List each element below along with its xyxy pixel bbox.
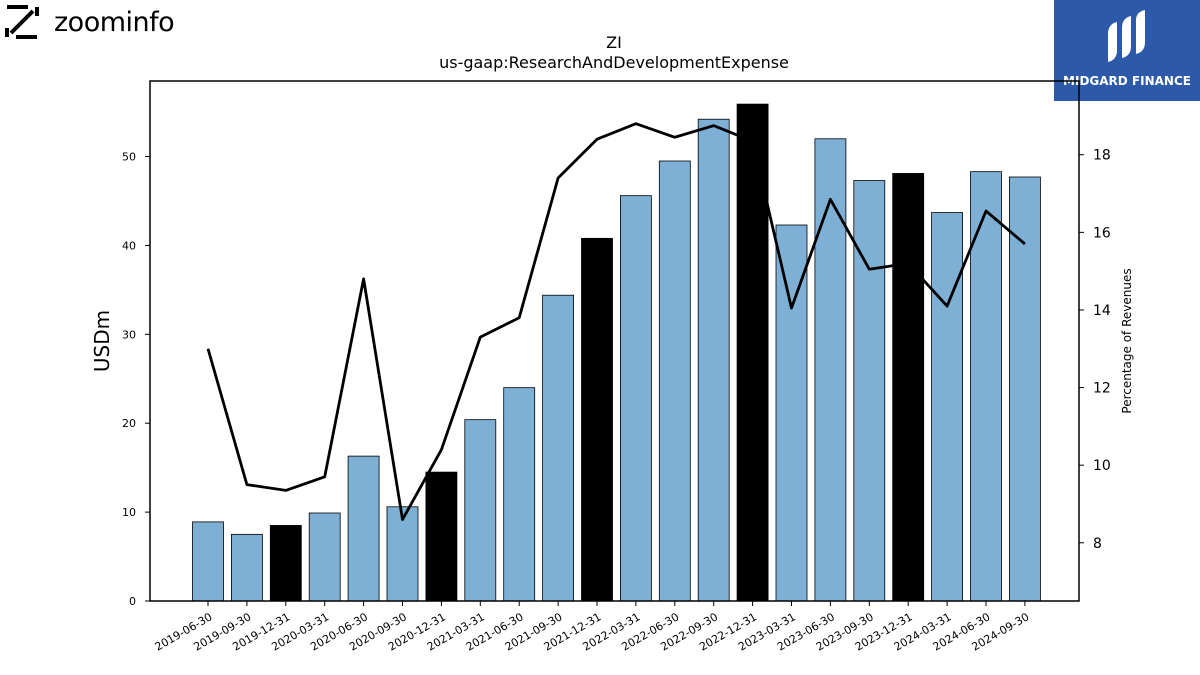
bar [697, 118, 730, 602]
bar [386, 506, 419, 602]
zoominfo-logo: zoominfo [4, 3, 175, 41]
bar [503, 387, 536, 602]
bar [814, 138, 847, 602]
bar [620, 195, 652, 602]
bar [581, 237, 613, 602]
series-line [206, 122, 1026, 521]
y2-tick-label: 12 [1093, 381, 1111, 397]
y2-axis-ticks: 8 10 12 14 16 18 [1079, 148, 1111, 552]
y2-tick-label: 14 [1093, 303, 1111, 319]
bar [1009, 176, 1041, 602]
bar [230, 533, 263, 602]
midgard-emblem-icon [1108, 10, 1145, 62]
bar [192, 521, 224, 602]
bar [464, 419, 497, 602]
y-axis-label: USDm [90, 310, 114, 372]
y2-tick-label: 16 [1093, 225, 1111, 241]
zoominfo-wordmark: zoominfo [54, 6, 175, 38]
bar [736, 103, 769, 602]
bar [775, 224, 808, 602]
line-group [206, 122, 1026, 521]
y-tick-label: 20 [122, 417, 136, 430]
y-tick-label: 0 [129, 595, 136, 608]
bar [853, 180, 886, 602]
x-axis-ticks: 2019-06-302019-09-302019-12-312020-03-31… [153, 601, 1031, 654]
bars-group [192, 103, 1041, 602]
y2-tick-label: 18 [1093, 148, 1111, 164]
bar [308, 512, 341, 602]
midgard-finance-text: MIDGARD FINANCE [1063, 74, 1191, 88]
y2-tick-label: 8 [1093, 536, 1102, 552]
y-axis-ticks: 0 10 20 30 40 50 [122, 151, 150, 608]
y2-axis-label: Percentage of Revenues [1120, 268, 1134, 413]
bar [931, 212, 963, 602]
bar [425, 471, 458, 602]
y2-tick-label: 10 [1093, 458, 1111, 474]
zoominfo-z-icon [5, 5, 39, 39]
bar [542, 294, 574, 602]
plot-frame [149, 80, 1080, 602]
y-tick-label: 40 [122, 239, 136, 252]
y-tick-label: 10 [122, 506, 136, 519]
bar [892, 173, 925, 602]
bar [658, 160, 691, 602]
bar [347, 455, 380, 602]
y-tick-label: 30 [122, 328, 136, 341]
bar [269, 525, 302, 602]
chart-subtitle: us-gaap:ResearchAndDevelopmentExpense [439, 53, 789, 72]
y-tick-label: 50 [122, 151, 136, 164]
chart-title: ZI [606, 33, 622, 52]
